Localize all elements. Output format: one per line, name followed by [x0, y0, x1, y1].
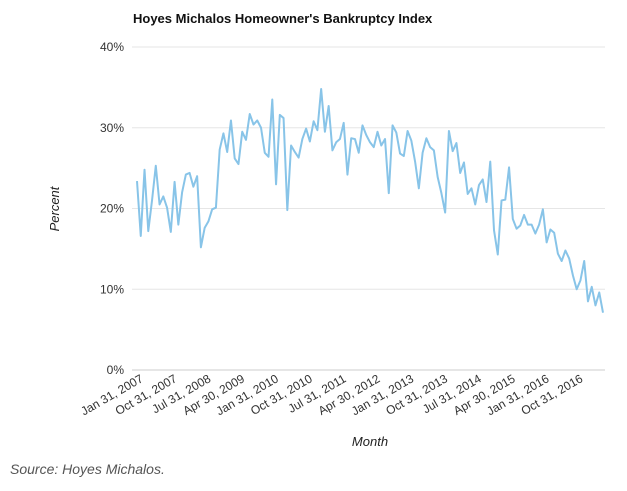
series-line — [136, 87, 604, 313]
source-note: Source: Hoyes Michalos. — [10, 461, 165, 477]
y-tick-label: 20% — [100, 202, 124, 216]
gridlines — [132, 46, 605, 371]
x-axis-label: Month — [352, 434, 388, 449]
y-axis-ticks: 0% 10% 20% 30% 40% — [100, 40, 124, 377]
y-tick-label: 30% — [100, 121, 124, 135]
y-tick-label: 40% — [100, 40, 124, 54]
y-tick-label: 10% — [100, 282, 124, 296]
y-axis-label: Percent — [47, 185, 62, 231]
chart-title: Hoyes Michalos Homeowner's Bankruptcy In… — [133, 11, 433, 26]
y-tick-label: 0% — [107, 363, 125, 377]
